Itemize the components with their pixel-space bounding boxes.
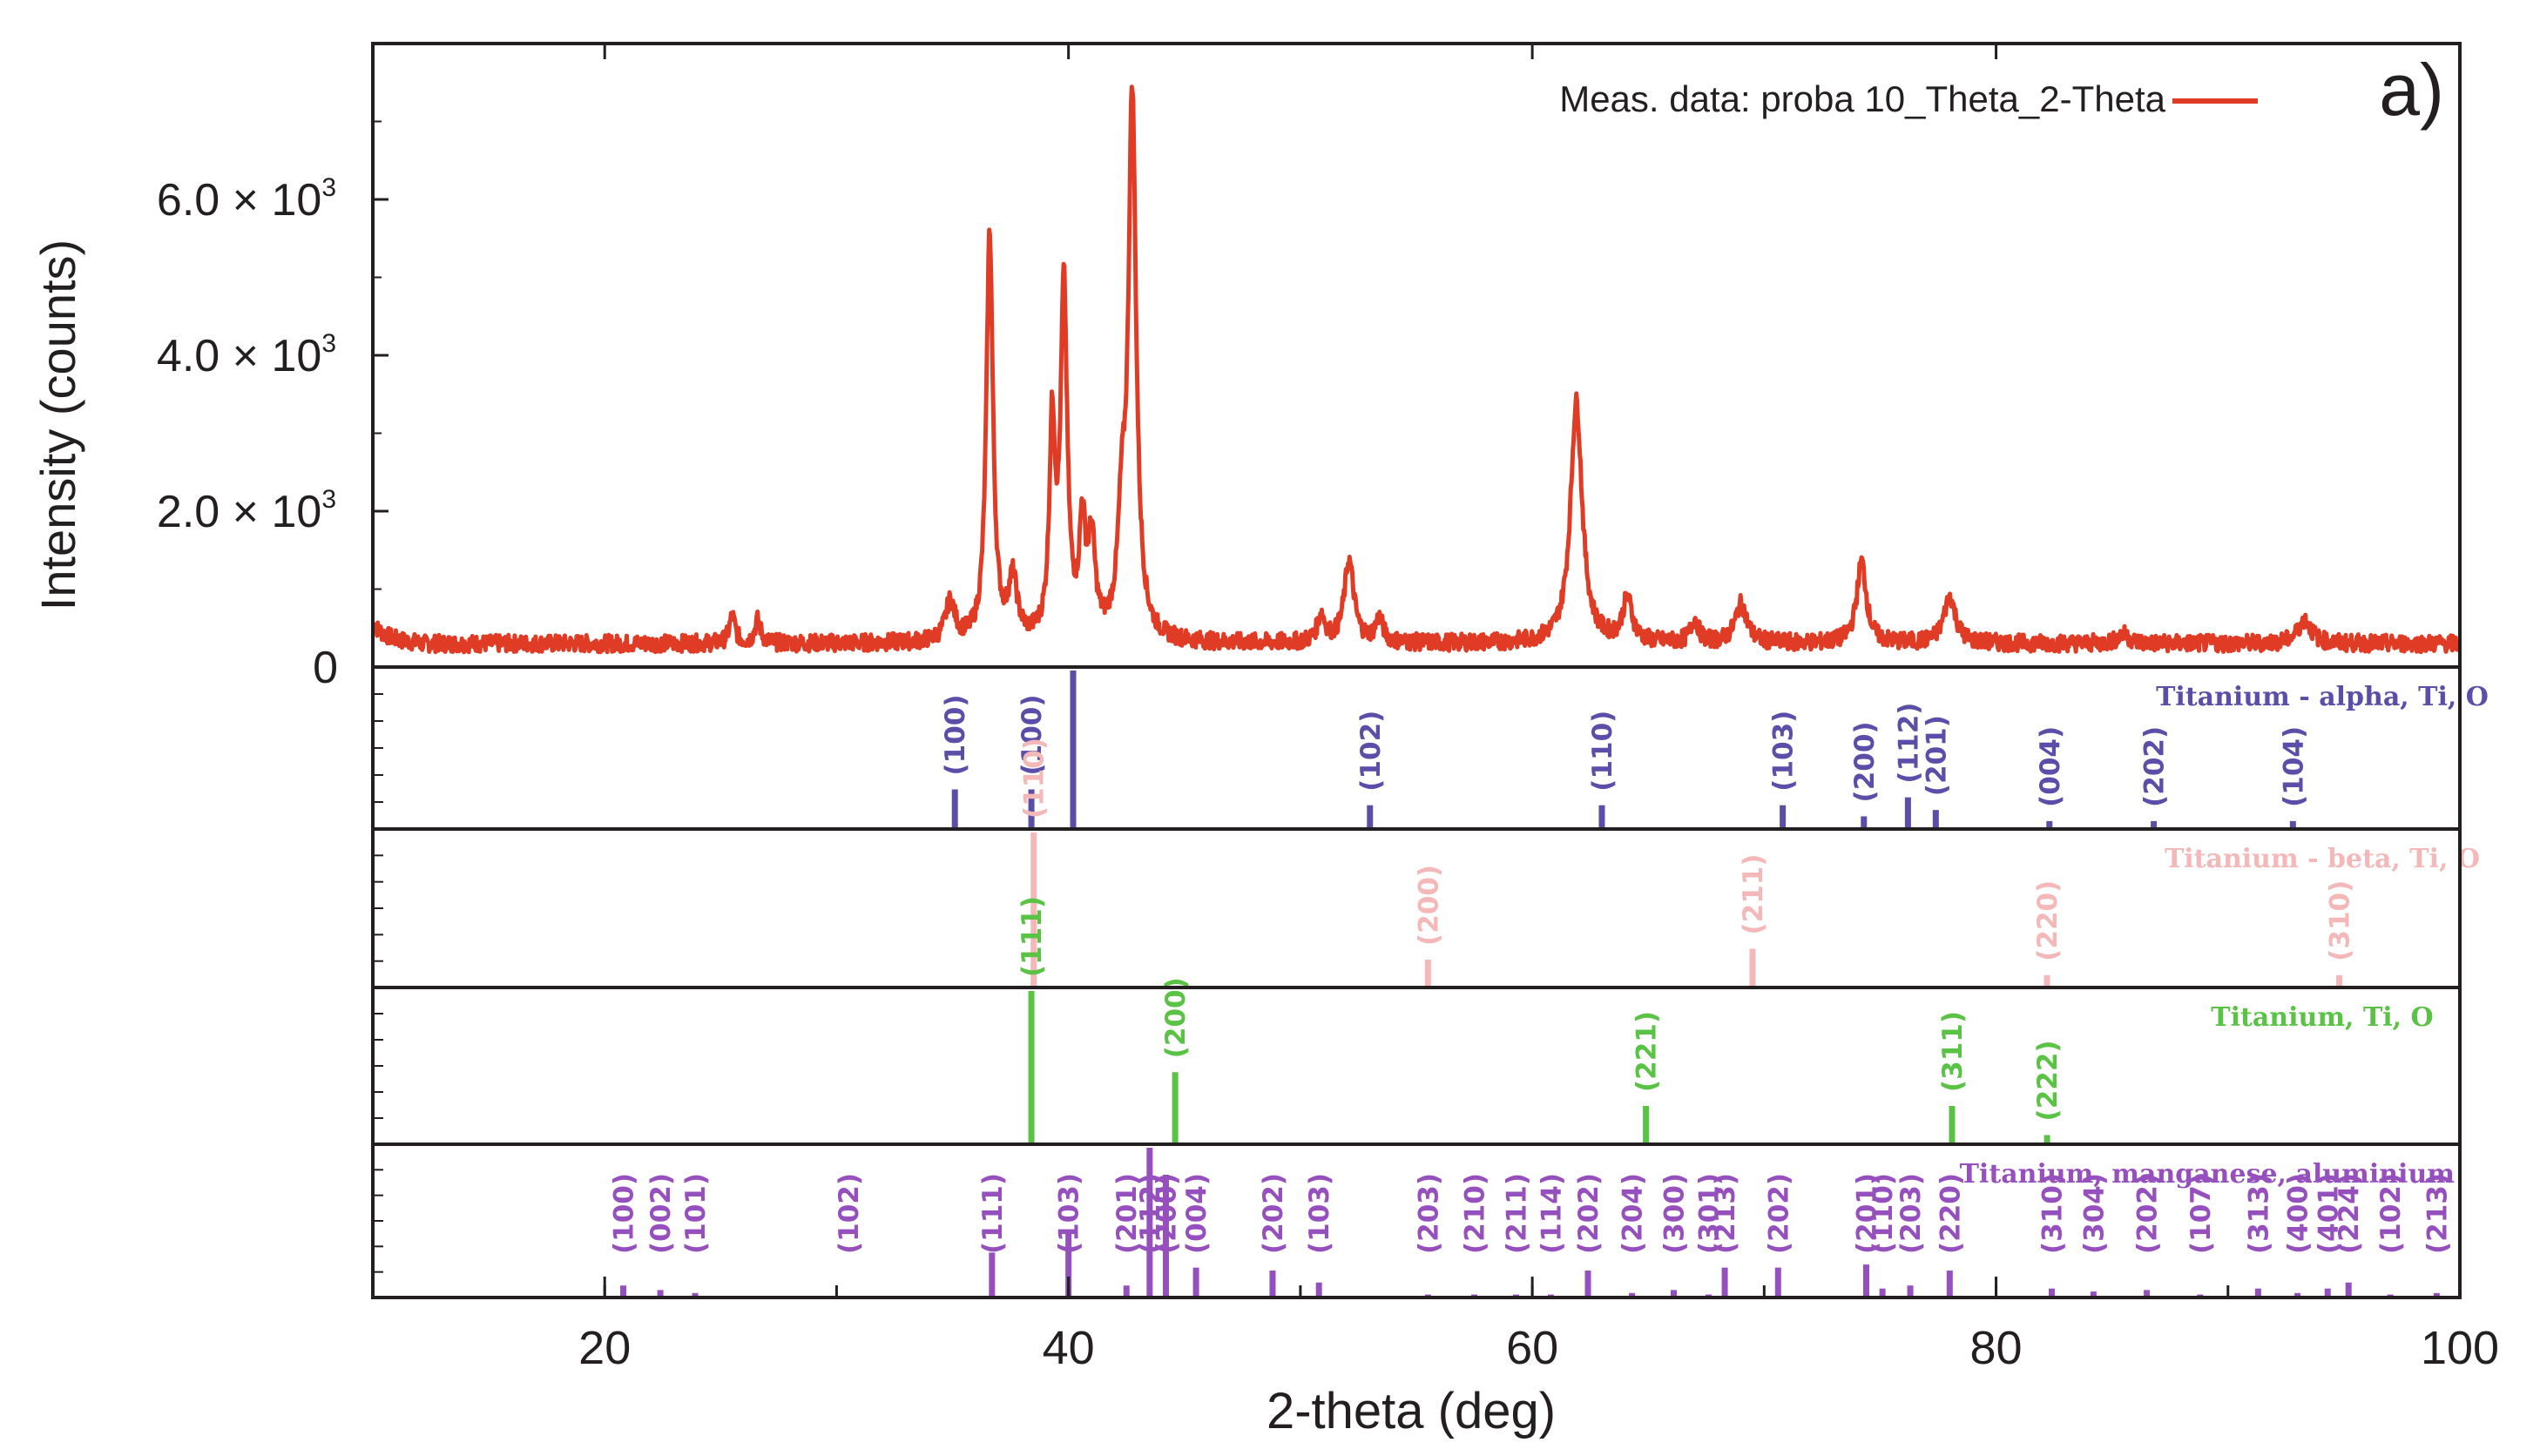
reference-peak-label: (111) — [1017, 896, 1048, 977]
reference-peak-label: (107) — [2185, 1173, 2217, 1254]
reference-peak-label: (202) — [1258, 1173, 1289, 1254]
reference-peak-label: (213) — [1710, 1173, 1741, 1254]
reference-peak-label: (400) — [2283, 1173, 2314, 1254]
reference-peak-label: (102) — [834, 1173, 865, 1254]
reference-peak-label: (110) — [1868, 1173, 1899, 1254]
phase-name: Titanium, Ti, O — [2211, 1002, 2433, 1033]
measured-data-line — [371, 84, 2462, 655]
x-tick-label: 100 — [2421, 1322, 2499, 1374]
x-tick-label: 40 — [1043, 1322, 1095, 1374]
reference-peak-label: (004) — [2035, 726, 2066, 807]
reference-peak-label: (203) — [1413, 1173, 1444, 1254]
reference-peak-label: (202) — [2139, 726, 2171, 807]
y-axis-label: Intensity (counts) — [30, 239, 85, 610]
reference-peak-label: (004) — [1181, 1173, 1213, 1254]
reference-peak-label: (221) — [1631, 1011, 1663, 1092]
x-axis-label: 2-theta (deg) — [1267, 1383, 1556, 1439]
reference-peak-label: (200) — [1849, 721, 1881, 802]
reference-peak-label: (224) — [2334, 1173, 2365, 1254]
reference-peak-label: (213) — [2422, 1173, 2453, 1254]
reference-peak-label: (201) — [1851, 1173, 1882, 1254]
reference-peak-label: (200) — [1151, 1173, 1182, 1254]
reference-peak-label: (220) — [2032, 880, 2064, 961]
reference-peak-label: (111) — [977, 1173, 1009, 1254]
reference-peak-label: (100) — [940, 694, 971, 775]
reference-peak-label: (202) — [2132, 1173, 2164, 1254]
reference-peak-label: (102) — [1355, 711, 1387, 792]
reference-peak-label: (112) — [1893, 703, 1924, 784]
phase-name: Titanium - alpha, Ti, O — [2156, 682, 2489, 712]
axes: 0 2.0 × 103 4.0 × 103 6.0 × 103 Intensity (c… — [30, 42, 2499, 1439]
phase-name: Titanium - beta, Ti, O — [2165, 844, 2480, 874]
x-tick-label: 60 — [1506, 1322, 1558, 1374]
reference-peak-label: (310) — [2325, 880, 2356, 961]
reference-peak-label: (110) — [1587, 711, 1618, 792]
reference-panel-3: Titanium, Ti, O (111) (200) (221) (311) (222) — [373, 896, 2434, 1144]
reference-peak-label: (203) — [1895, 1173, 1927, 1254]
reference-panel-2: Titanium - beta, Ti, O (110) (200) (211) (22… — [373, 738, 2480, 988]
reference-peak-label: (211) — [1738, 853, 1769, 934]
reference-peak-label: (202) — [1763, 1173, 1794, 1254]
y-tick-label: 0 — [313, 643, 338, 693]
reference-peak-label: (210) — [1460, 1173, 1491, 1254]
reference-peak-label: (102) — [2375, 1173, 2407, 1254]
reference-peak-label: (222) — [2032, 1040, 2064, 1121]
reference-panel-4: Titanium, manganese, aluminium (100) (002)… — [373, 1148, 2455, 1298]
reference-peak-label: (311) — [1937, 1011, 1969, 1092]
x-tick-label: 80 — [1970, 1322, 2023, 1374]
y-tick-label: 6.0 × 103 — [157, 173, 336, 226]
reference-panel-1: Titanium - alpha, Ti, O (100) (100) (102) (1… — [373, 671, 2489, 829]
reference-peak-label: (110) — [1019, 738, 1050, 819]
reference-peak-label: (103) — [1304, 1173, 1335, 1254]
reference-peak-label: (100) — [1017, 694, 1048, 775]
reference-peak-label: (200) — [1160, 977, 1192, 1058]
reference-peak-label: (304) — [2078, 1173, 2110, 1254]
reference-peak-label: (201) — [1111, 1173, 1143, 1254]
reference-peak-label: (103) — [1768, 711, 1800, 792]
reference-peak-label: (200) — [1413, 865, 1444, 946]
x-tick-label: 20 — [578, 1322, 631, 1374]
reference-peak-label: (104) — [2278, 726, 2309, 807]
y-tick-label: 4.0 × 103 — [157, 329, 336, 381]
reference-peak-label: (300) — [1659, 1173, 1691, 1254]
reference-peak-label: (204) — [1618, 1173, 1649, 1254]
reference-peak-label: (103) — [1054, 1173, 1085, 1254]
reference-peak-label: (211) — [1501, 1173, 1532, 1254]
reference-peak-label: (100) — [609, 1173, 640, 1254]
reference-peak-label: (201) — [1921, 715, 1952, 796]
reference-peak-label: (310) — [2037, 1173, 2068, 1254]
reference-peak-label: (301) — [1693, 1173, 1725, 1254]
reference-peak-label: (401) — [2313, 1173, 2344, 1254]
legend-label: Meas. data: proba 10_Theta_2-Theta — [1559, 78, 2165, 119]
reference-panels: Titanium - alpha, Ti, O (100) (100) (102) (1… — [373, 671, 2489, 1298]
phase-name: Titanium, manganese, aluminium — [1960, 1159, 2456, 1190]
reference-peak-label: (114) — [1536, 1173, 1567, 1254]
reference-peak-label: (002) — [645, 1173, 677, 1254]
reference-peak-label: (112) — [1135, 1173, 1166, 1254]
reference-peak-label: (220) — [1935, 1173, 1966, 1254]
panel-label: a) — [2379, 49, 2444, 131]
y-tick-label: 2.0 × 103 — [157, 485, 336, 537]
plot-frame — [371, 42, 2462, 1299]
reference-peak-label: (101) — [680, 1173, 712, 1254]
main-pattern-panel: Meas. data: proba 10_Theta_2-Theta a) — [371, 49, 2462, 655]
reference-peak-label: (313) — [2243, 1173, 2274, 1254]
reference-peak-label: (202) — [1573, 1173, 1604, 1254]
